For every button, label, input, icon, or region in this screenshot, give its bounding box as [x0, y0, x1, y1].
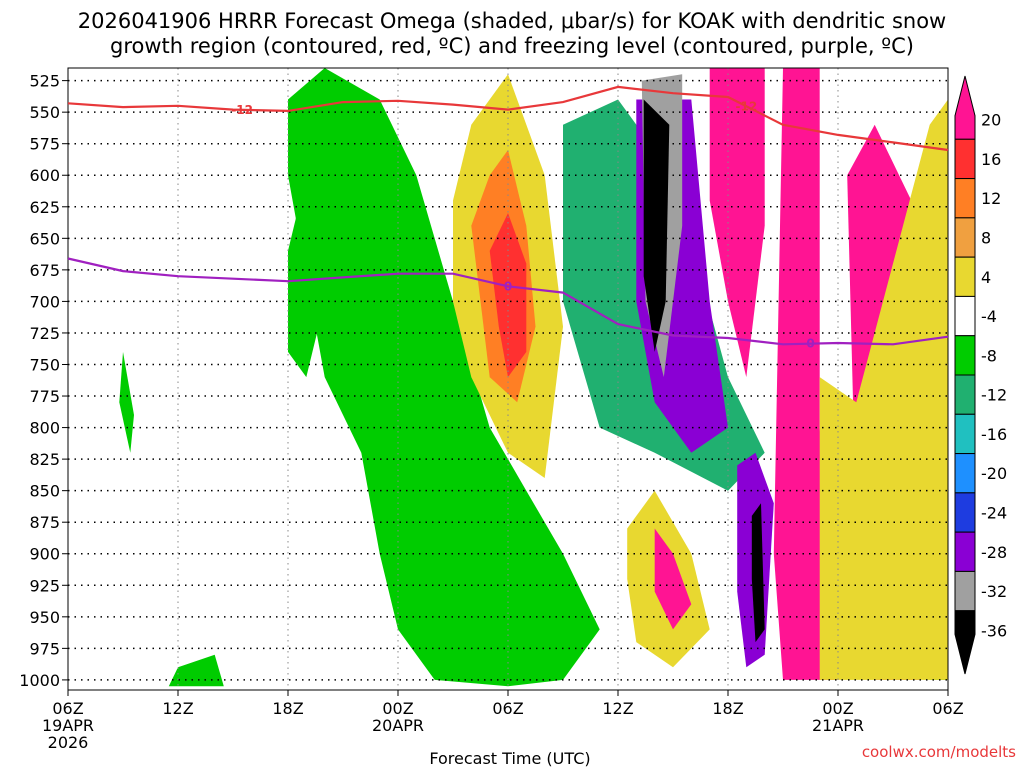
colorbar-label: -20	[981, 464, 1007, 483]
y-axis: 525 550 575 600 625 650 675 700 725 750 775 800 825 8…	[19, 72, 68, 690]
chart-title-line1: 2026041906 HRRR Forecast Omega (shaded, …	[78, 9, 946, 33]
x-tick-label: 06Z	[52, 699, 83, 718]
x-tick-label: 12Z	[162, 699, 193, 718]
colorbar-swatch	[954, 335, 976, 376]
snow-growth-contour-label: -12	[231, 103, 253, 117]
colorbar-label: -36	[981, 621, 1007, 640]
y-tick-label: 800	[29, 419, 60, 438]
x-tick-label: 00Z	[382, 699, 413, 718]
freezing-level-contour-line	[67, 257, 949, 346]
y-tick-label: 600	[29, 166, 60, 185]
omega-region-red-core	[489, 213, 527, 378]
y-tick-label: 650	[29, 229, 60, 248]
omega-region-yellow-wrap-right	[819, 99, 948, 680]
plot-area	[68, 68, 948, 690]
colorbar-swatch	[954, 256, 976, 297]
y-tick-label: 725	[29, 324, 60, 343]
colorbar-swatch	[954, 413, 976, 455]
colorbar: 20 16 12 8 4 -4 -8 -12 -16 -20 -24 -28 -32 -36	[954, 75, 1007, 675]
omega-region-green-band-main	[288, 68, 600, 687]
omega-region-green-streak-left	[288, 74, 343, 378]
x-date-label: 19APR	[42, 716, 94, 735]
y-tick-label: 825	[29, 450, 60, 469]
x-axis-title: Forecast Time (UTC)	[429, 749, 590, 768]
contour-lines: -12 -12 0 0	[67, 85, 949, 351]
colorbar-label: -24	[981, 504, 1007, 523]
y-tick-label: 1000	[19, 671, 60, 690]
y-tick-label: 625	[29, 198, 60, 217]
y-tick-label: 750	[29, 355, 60, 374]
colorbar-label: -16	[981, 425, 1007, 444]
y-tick-label: 875	[29, 513, 60, 532]
x-year-label: 2026	[48, 733, 89, 752]
colorbar-label: -4	[981, 307, 997, 326]
freezing-level-contour-label: 0	[504, 279, 512, 293]
colorbar-swatch	[954, 295, 976, 337]
colorbar-swatch	[954, 217, 976, 258]
y-tick-label: 900	[29, 545, 60, 564]
colorbar-swatch	[954, 138, 976, 180]
colorbar-label: -12	[981, 386, 1007, 405]
y-tick-label: 850	[29, 482, 60, 501]
colorbar-label: 20	[981, 111, 1001, 130]
x-axis: 06Z 12Z 18Z 00Z 06Z 12Z 18Z 00Z 06Z19APR202620AP…	[42, 690, 964, 752]
colorbar-label: 12	[981, 189, 1001, 208]
omega-region-pink-column-a	[709, 68, 765, 378]
colorbar-label: 4	[981, 268, 991, 287]
colorbar-swatch	[954, 374, 976, 415]
colorbar-swatch	[954, 570, 976, 612]
omega-region-green-blob-small	[119, 351, 134, 453]
y-tick-label: 525	[29, 72, 60, 91]
y-tick-label: 925	[29, 576, 60, 595]
x-tick-label: 18Z	[712, 699, 743, 718]
colorbar-label: -28	[981, 543, 1007, 562]
y-tick-label: 975	[29, 639, 60, 658]
colorbar-swatch	[954, 531, 976, 572]
y-tick-label: 675	[29, 261, 60, 280]
y-tick-label: 775	[29, 387, 60, 406]
chart-title-line2: growth region (contoured, red, ºC) and f…	[110, 34, 914, 58]
y-tick-label: 950	[29, 608, 60, 627]
x-tick-label: 06Z	[492, 699, 523, 718]
y-tick-label: 575	[29, 135, 60, 154]
omega-region-black-lower	[751, 503, 765, 643]
snow-growth-contour-label: -12	[735, 99, 757, 113]
omega-region-pink-lower	[654, 528, 692, 630]
colorbar-swatch	[954, 453, 976, 494]
colorbar-swatch	[954, 492, 976, 533]
colorbar-label: 16	[981, 150, 1001, 169]
credit-text: coolwx.com/modelts	[862, 743, 1016, 761]
snow-growth-contour-line	[67, 85, 949, 152]
colorbar-label: -32	[981, 582, 1007, 601]
colorbar-label: 8	[981, 229, 991, 248]
y-tick-label: 700	[29, 292, 60, 311]
omega-region-green-bottom	[168, 654, 224, 687]
y-tick-label: 550	[29, 103, 60, 122]
colorbar-label: -8	[981, 346, 997, 365]
x-date-label: 21APR	[812, 716, 864, 735]
freezing-level-contour-label: 0	[806, 337, 814, 351]
x-tick-label: 12Z	[602, 699, 633, 718]
colorbar-bottom-arrow	[954, 610, 976, 675]
gridlines	[67, 67, 949, 691]
x-tick-label: 18Z	[272, 699, 303, 718]
x-date-label: 20APR	[372, 716, 424, 735]
colorbar-swatch	[954, 178, 976, 219]
omega-region-black-column	[643, 99, 670, 352]
x-tick-label: 00Z	[822, 699, 853, 718]
x-tick-label: 06Z	[932, 699, 963, 718]
